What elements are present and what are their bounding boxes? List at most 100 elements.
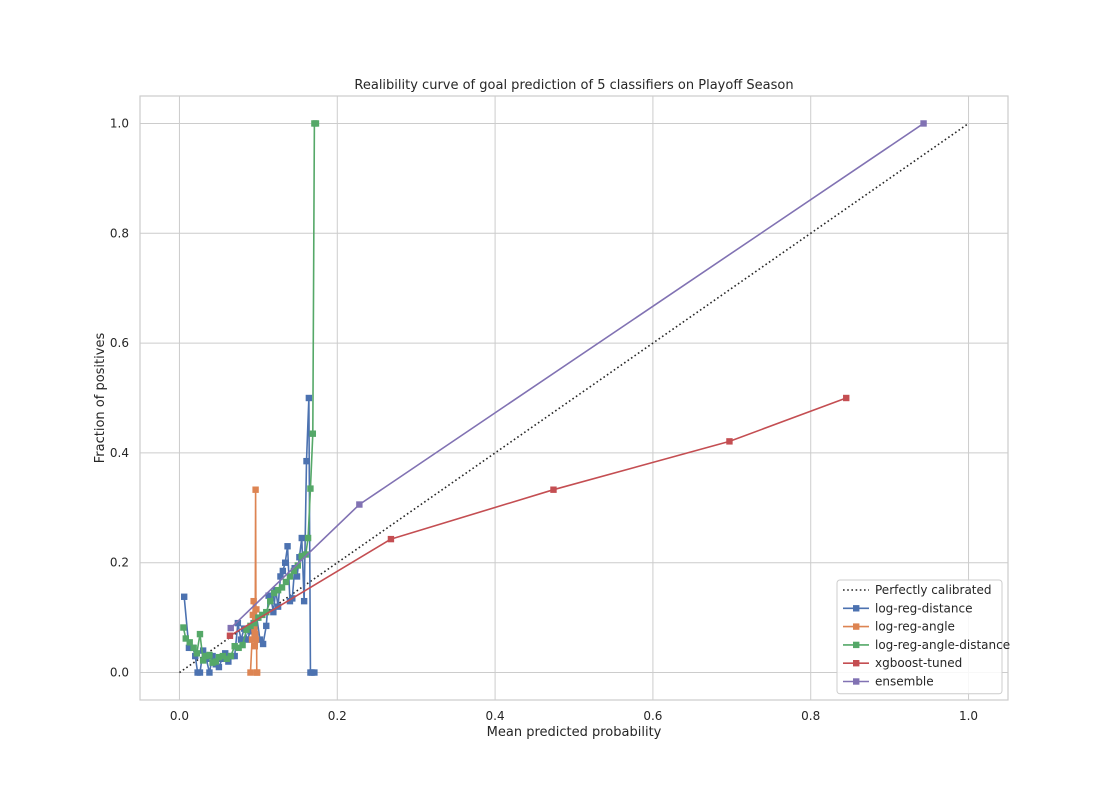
legend-label: log-reg-angle-distance [875, 638, 1010, 652]
data-point-log-reg-angle-distance [231, 642, 238, 650]
data-point-log-reg-angle [250, 597, 257, 605]
data-point-log-reg-distance [303, 457, 310, 465]
data-point-log-reg-angle-distance [227, 652, 234, 660]
data-point-log-reg-angle-distance [219, 652, 227, 660]
plot-frame [139, 95, 1009, 701]
data-point-log-reg-angle-distance [298, 552, 305, 560]
data-point-log-reg-angle-distance [223, 655, 230, 663]
data-point-log-reg-angle-distance [255, 614, 262, 621]
data-point-log-reg-angle-distance [274, 586, 282, 594]
y-tick-label: 0.2 [110, 556, 129, 570]
x-tick-label: 0.0 [170, 709, 189, 723]
data-point-log-reg-angle-distance [193, 650, 201, 657]
data-point-xgboost-tuned [550, 486, 557, 493]
data-point-log-reg-angle-distance [247, 622, 254, 630]
y-tick-label: 1.0 [110, 116, 129, 130]
chart-title: Realibility curve of goal prediction of … [354, 78, 793, 93]
data-point-log-reg-angle-distance [263, 608, 270, 616]
data-point-log-reg-distance [279, 567, 287, 575]
tick-layer: 0.0 0.2 0.4 0.6 0.8 1.0 0.0 0.2 0.4 0.6 0.8 1.0 [110, 116, 978, 723]
data-point-log-reg-angle-distance [302, 551, 309, 558]
data-point-log-reg-distance [234, 619, 242, 627]
data-point-log-reg-distance [185, 644, 193, 652]
legend-swatch-marker [853, 605, 860, 612]
data-point-log-reg-angle [248, 636, 256, 643]
x-axis-label: Mean predicted probability [487, 725, 662, 740]
data-point-log-reg-angle [251, 642, 259, 650]
data-point-log-reg-angle-distance [278, 584, 286, 591]
data-point-log-reg-angle-distance [243, 626, 250, 633]
data-point-log-reg-distance [215, 663, 223, 671]
data-point-log-reg-angle-distance [199, 657, 207, 664]
data-point-ensemble [920, 120, 927, 127]
data-point-log-reg-distance [244, 636, 251, 643]
x-tick-label: 0.8 [801, 709, 820, 723]
data-point-log-reg-distance [305, 394, 313, 402]
legend-entry-perfectly-calibrated: Perfectly calibrated [843, 583, 992, 597]
data-point-ensemble [227, 624, 234, 632]
series-log-reg-angle-distance [180, 120, 320, 666]
data-point-log-reg-angle-distance [307, 485, 314, 492]
legend-label: Perfectly calibrated [875, 583, 992, 597]
legend-label: log-reg-angle [875, 620, 955, 634]
data-point-log-reg-angle [253, 669, 261, 676]
reference-line-perfectly-calibrated [178, 122, 970, 674]
legend-entry-ensemble: ensemble [843, 675, 934, 689]
data-point-log-reg-angle [252, 636, 260, 643]
legend-entry-log-reg-angle-distance: log-reg-angle-distance [843, 638, 1010, 652]
data-point-log-reg-distance [300, 597, 308, 605]
legend-entry-log-reg-distance: log-reg-distance [843, 601, 972, 615]
x-tick-label: 0.4 [486, 709, 505, 723]
legend-swatch-marker [853, 678, 860, 685]
data-point-log-reg-angle-distance [304, 534, 312, 542]
data-point-log-reg-angle-distance [290, 567, 298, 575]
data-point-log-reg-distance [311, 669, 318, 676]
data-point-xgboost-tuned [843, 394, 850, 402]
series-xgboost-tuned [226, 394, 850, 639]
legend-label: xgboost-tuned [875, 656, 962, 670]
y-tick-label: 0.8 [110, 226, 129, 240]
data-point-log-reg-angle [252, 486, 259, 493]
data-point-log-reg-angle [247, 669, 254, 676]
data-point-ensemble [356, 501, 363, 508]
data-point-log-reg-angle-distance [251, 619, 258, 627]
data-point-log-reg-angle-distance [309, 430, 317, 437]
y-axis-label: Fraction of positives [93, 333, 108, 464]
legend-entry-xgboost-tuned: xgboost-tuned [843, 656, 962, 670]
data-point-log-reg-distance [237, 636, 245, 643]
data-point-log-reg-angle-distance [196, 630, 204, 638]
legend: Perfectly calibrated log-reg-distance log-… [836, 579, 1010, 695]
data-point-log-reg-distance [284, 543, 291, 550]
y-tick-label: 0.6 [110, 336, 129, 350]
data-point-log-reg-distance [298, 534, 305, 542]
y-tick-label: 0.4 [110, 446, 129, 460]
data-point-log-reg-distance [293, 573, 301, 580]
data-point-log-reg-distance [247, 628, 254, 635]
data-point-log-reg-distance [199, 647, 207, 654]
legend-swatch-marker [853, 623, 860, 630]
series-layer [178, 120, 970, 676]
data-point-log-reg-distance [270, 608, 277, 616]
legend-entry-log-reg-angle: log-reg-angle [843, 620, 955, 634]
legend-swatch-marker [853, 641, 860, 649]
data-point-log-reg-angle-distance [239, 641, 246, 649]
data-point-log-reg-distance [206, 669, 213, 676]
data-point-log-reg-angle-distance [259, 611, 266, 619]
x-tick-label: 0.2 [328, 709, 347, 723]
data-point-log-reg-angle-distance [286, 573, 294, 580]
data-point-log-reg-distance [196, 669, 204, 676]
data-point-log-reg-angle [251, 625, 258, 632]
data-point-log-reg-angle-distance [282, 578, 290, 586]
data-point-log-reg-distance [180, 593, 188, 600]
data-point-log-reg-angle-distance [190, 644, 197, 652]
data-point-log-reg-angle-distance [182, 635, 189, 642]
data-point-log-reg-angle-distance [267, 597, 274, 605]
legend-label: ensemble [875, 675, 934, 689]
data-point-log-reg-angle-distance [294, 562, 302, 569]
data-point-log-reg-angle-distance [312, 120, 320, 127]
data-point-log-reg-distance [259, 640, 267, 648]
legend-box [836, 579, 1003, 695]
data-point-log-reg-distance [231, 652, 238, 660]
